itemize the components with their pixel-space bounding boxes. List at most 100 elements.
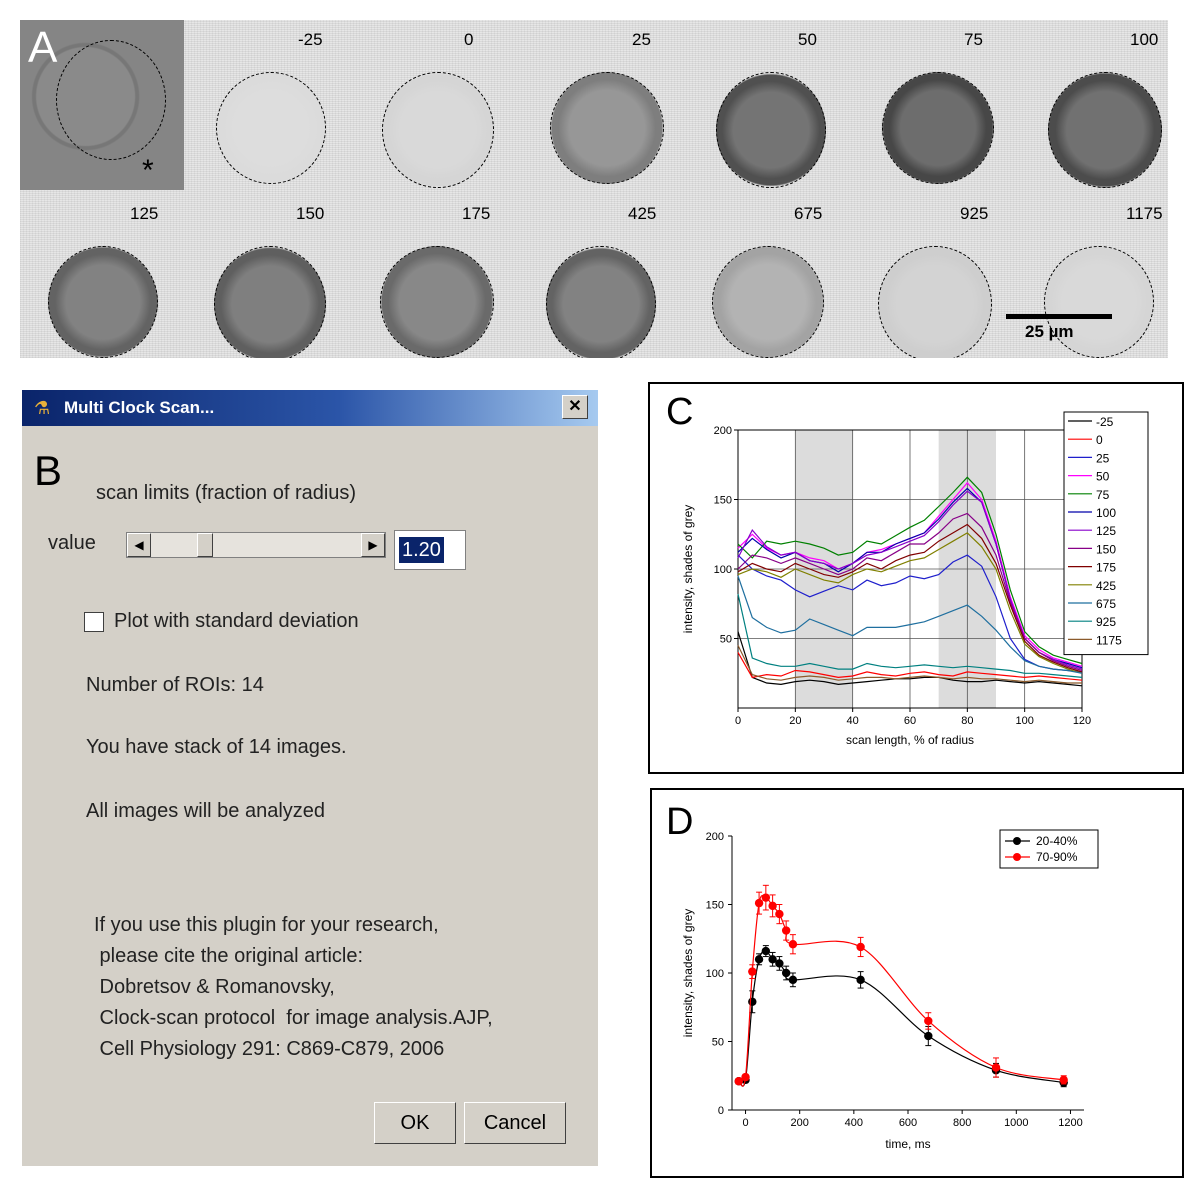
- analysis-info-text: All images will be analyzed: [86, 800, 326, 822]
- data-point: [775, 909, 784, 919]
- x-axis-label: scan length, % of radius: [846, 733, 974, 747]
- panel-d-scatter-chart: D 0 200 400 600 800 1000 1200 0 50 100 150 200 20-40%…: [650, 788, 1184, 1178]
- scale-label: 25 µm: [1025, 322, 1074, 341]
- time-label: 150: [296, 204, 325, 223]
- data-point: [754, 898, 764, 908]
- x-axis-label: time, ms: [885, 1137, 930, 1151]
- time-label: 175: [462, 204, 491, 223]
- legend-label: 175: [1096, 561, 1116, 575]
- close-button[interactable]: ✕: [562, 395, 588, 419]
- time-label: 125: [130, 204, 159, 223]
- data-point: [924, 1016, 933, 1026]
- cell-tile: [712, 246, 824, 358]
- window-titlebar[interactable]: ⚗ Multi Clock Scan... ✕: [22, 390, 598, 426]
- cancel-button[interactable]: Cancel: [464, 1102, 566, 1144]
- data-point: [748, 967, 757, 976]
- slider-right-arrow-icon[interactable]: ▶: [361, 533, 385, 557]
- time-label: 0: [464, 30, 474, 49]
- panel-a-image-montage: A * -25 0 25 50 75 100 125 150 175 425 675 925 1175 …: [20, 20, 1168, 358]
- citation-line: Dobretsov & Romanovsky,: [94, 976, 335, 998]
- cell-tile: [380, 246, 494, 358]
- data-point: [781, 926, 791, 935]
- y-axis-label: intensity, shades of grey: [681, 909, 695, 1038]
- data-point: [768, 901, 777, 911]
- time-label: 75: [964, 30, 983, 49]
- cell-tile: [1044, 246, 1154, 358]
- legend-swatch-marker: [1013, 853, 1021, 861]
- y-tick-label: 0: [718, 1105, 724, 1117]
- series-line-675: [737, 575, 1083, 674]
- x-tick-label: 80: [961, 715, 973, 727]
- x-tick-label: 100: [1015, 715, 1033, 727]
- y-tick-label: 150: [714, 495, 732, 507]
- ok-button[interactable]: OK: [374, 1102, 456, 1144]
- time-label: 425: [628, 204, 657, 223]
- time-label: 925: [960, 204, 989, 223]
- data-point: [1059, 1075, 1068, 1085]
- scale-bar: [1006, 314, 1112, 319]
- series-line-175: [737, 523, 1083, 673]
- y-tick-label: 50: [720, 634, 732, 646]
- value-field[interactable]: 1.20: [394, 530, 466, 570]
- cell-tile: [48, 246, 158, 358]
- x-tick-label: 1200: [1058, 1117, 1082, 1129]
- citation-line: If you use this plugin for your research…: [94, 914, 439, 936]
- line-chart-svg: C 0 20 40 60 80 100 120 50 100 150 200 -25 0 25 50 75 100…: [666, 391, 1149, 747]
- std-deviation-label[interactable]: Plot with standard deviation: [114, 610, 359, 632]
- data-point: [924, 1031, 933, 1041]
- citation-line: please cite the original article:: [94, 945, 364, 967]
- scatter-chart-svg: D 0 200 400 600 800 1000 1200 0 50 100 150 200 20-40%…: [666, 801, 1099, 1151]
- cell-tile: [214, 246, 326, 358]
- citation-line: Clock-scan protocol for image analysis.A…: [94, 1007, 493, 1029]
- data-point: [788, 975, 798, 985]
- slider-thumb[interactable]: [197, 533, 213, 557]
- data-point: [856, 942, 865, 952]
- cell-tile: [382, 72, 494, 188]
- legend-label: 675: [1096, 597, 1116, 611]
- x-tick-label: 200: [791, 1117, 809, 1129]
- x-tick-label: 20: [789, 715, 801, 727]
- citation-line: Cell Physiology 291: C869-C879, 2006: [94, 1038, 445, 1060]
- window-title: Multi Clock Scan...: [64, 398, 215, 417]
- legend-label: 50: [1096, 470, 1110, 484]
- x-tick-label: 0: [742, 1117, 748, 1129]
- legend-label: 150: [1096, 542, 1116, 556]
- panel-c-label: C: [666, 391, 693, 433]
- data-point: [741, 1072, 750, 1082]
- value-field-text[interactable]: 1.20: [399, 537, 444, 563]
- cell-tile: [216, 72, 326, 184]
- slider-left-arrow-icon[interactable]: ◀: [127, 533, 151, 557]
- series-line-1175: [737, 645, 1082, 684]
- series-line-75: [737, 476, 1083, 665]
- cell-tile: [546, 246, 656, 358]
- x-tick-label: 120: [1073, 715, 1091, 727]
- y-tick-label: 200: [706, 831, 724, 843]
- series-line-425: [737, 532, 1083, 674]
- fit-curve: [738, 895, 1064, 1087]
- data-point: [761, 893, 771, 902]
- time-label: 25: [632, 30, 651, 49]
- x-tick-label: 600: [899, 1117, 917, 1129]
- data-point: [856, 975, 865, 985]
- legend-label: 70-90%: [1036, 850, 1078, 864]
- data-point: [768, 955, 777, 964]
- data-point: [781, 968, 791, 978]
- legend-label: 0: [1096, 433, 1103, 447]
- y-tick-label: 50: [712, 1037, 724, 1049]
- legend-label: 925: [1096, 615, 1116, 629]
- cell-tile: [550, 72, 664, 184]
- std-deviation-checkbox[interactable]: [84, 612, 104, 632]
- data-point: [775, 959, 784, 968]
- series-line-925: [737, 593, 1083, 678]
- x-tick-label: 40: [847, 715, 859, 727]
- y-tick-label: 150: [706, 900, 724, 912]
- time-label: 50: [798, 30, 817, 49]
- time-label: 675: [794, 204, 823, 223]
- cell-tile: [716, 72, 826, 188]
- value-slider[interactable]: ◀ ▶: [126, 532, 386, 558]
- y-axis-label: intensity, shades of grey: [681, 505, 695, 634]
- legend-box: [1063, 411, 1149, 656]
- cell-outline: [56, 40, 166, 160]
- legend-label: 125: [1096, 524, 1116, 538]
- y-tick-label: 200: [714, 425, 732, 437]
